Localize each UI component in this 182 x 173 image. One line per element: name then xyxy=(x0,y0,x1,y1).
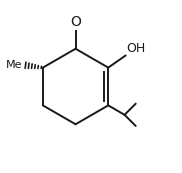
Text: OH: OH xyxy=(126,42,146,55)
Text: Me: Me xyxy=(6,60,23,70)
Text: O: O xyxy=(70,15,81,29)
